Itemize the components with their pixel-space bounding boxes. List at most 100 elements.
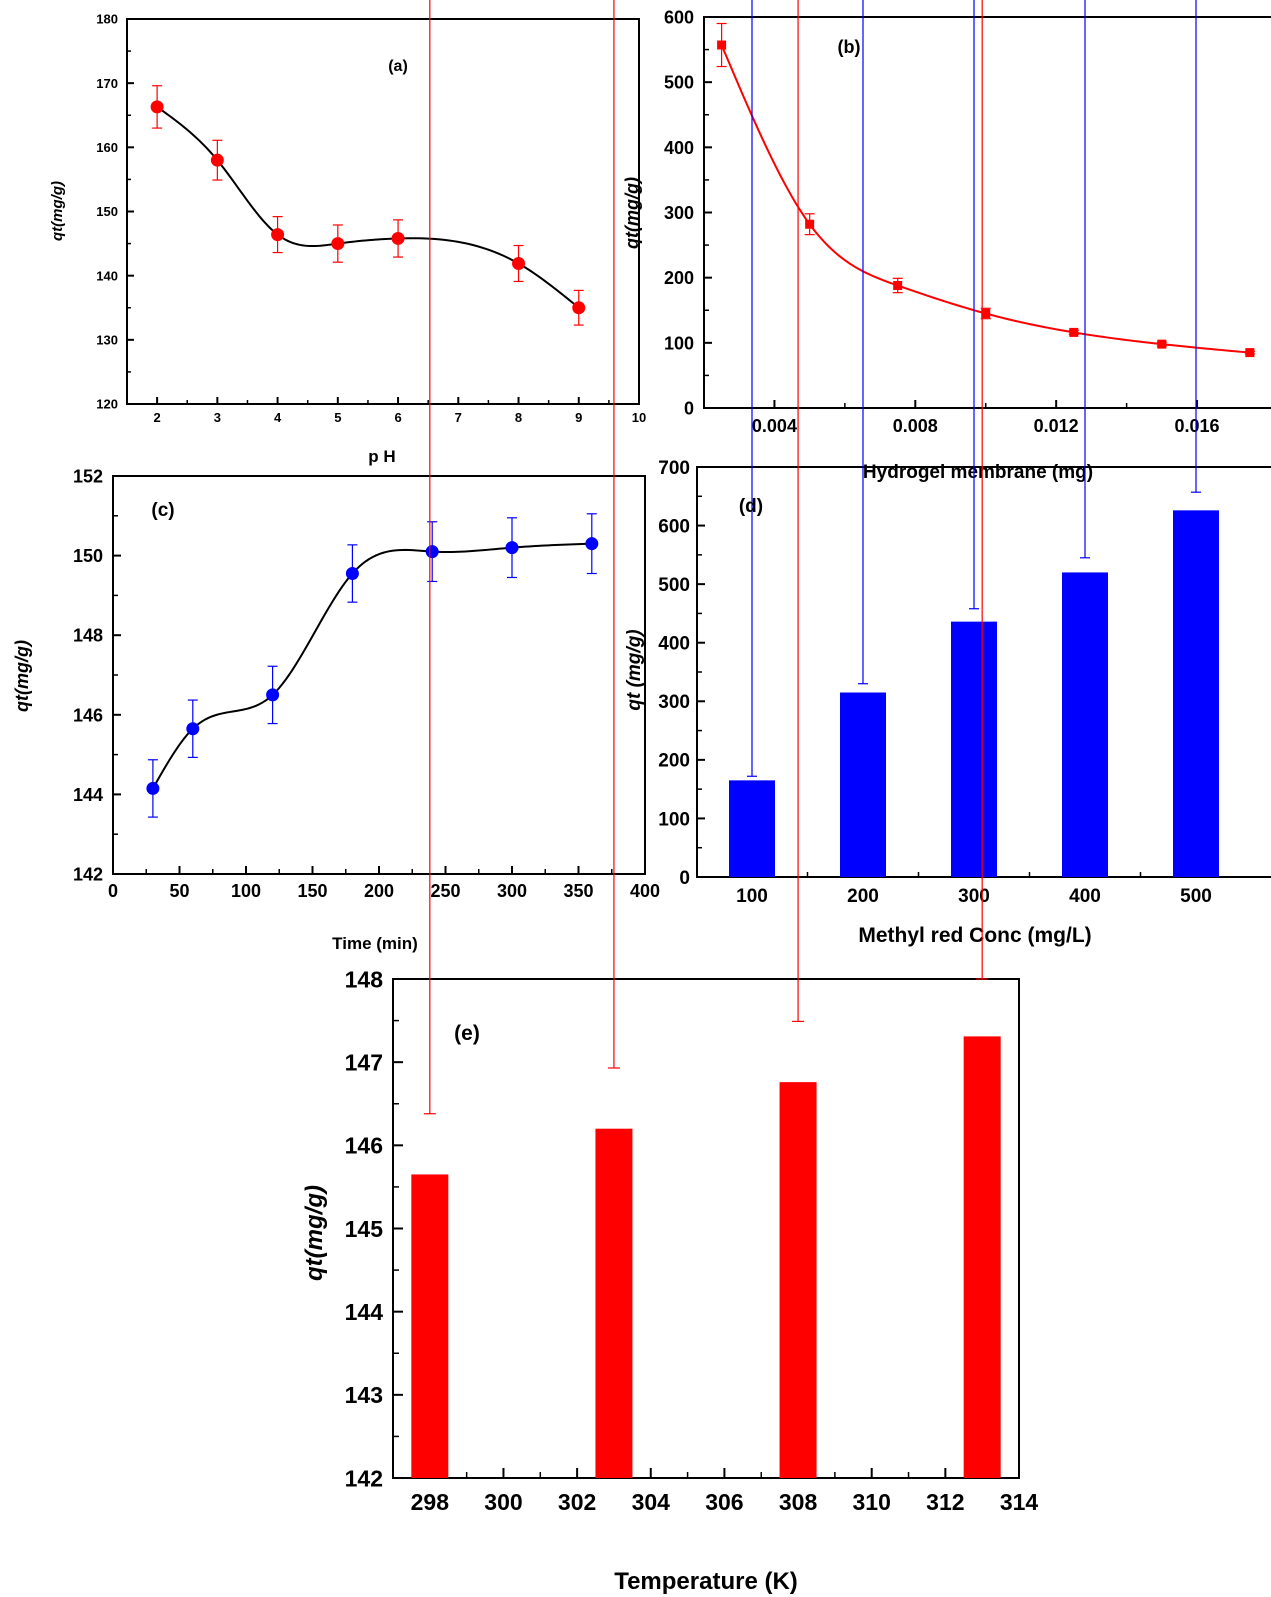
panel-d-error-bar xyxy=(747,0,757,777)
panel-c-fit-curve xyxy=(152,542,592,789)
panel-c-x-tick-label: 50 xyxy=(169,881,189,901)
panel-d-y-tick-label: 400 xyxy=(658,634,690,655)
panel-e-x-tick-label: 298 xyxy=(411,1489,450,1515)
panel-d-bar xyxy=(951,621,997,877)
panel-b-y-axis-label: qt(mg/g) xyxy=(622,177,642,249)
panel-b-data-point xyxy=(717,40,727,50)
panel-e-error-bar xyxy=(976,0,989,980)
panel-b-label: (b) xyxy=(838,37,861,57)
panel-e-x-tick-label: 310 xyxy=(853,1489,891,1515)
panel-b-chart: (b) Hydrogel membrane (mg) qt(mg/g) 0.004 0.… xyxy=(622,7,1271,483)
panel-a-y-axis-label: qt(mg/g) xyxy=(49,181,66,241)
panel-b-y-tick-label: 100 xyxy=(664,333,694,353)
panel-e-y-tick-label: 144 xyxy=(345,1299,384,1325)
panel-c-y-tick-label: 144 xyxy=(73,785,103,805)
panel-e-x-tick-label: 306 xyxy=(705,1489,743,1515)
panel-c-plot-frame xyxy=(112,475,646,875)
panel-d-y-tick-label: 100 xyxy=(658,809,690,830)
panel-c-x-tick-label: 200 xyxy=(364,881,394,901)
panel-b-y-tick-label: 0 xyxy=(684,398,694,418)
panel-c-y-tick-label: 142 xyxy=(73,864,103,884)
panel-c-y-tick-label: 148 xyxy=(73,626,103,646)
panel-d-y-tick-label: 0 xyxy=(679,868,690,889)
panel-e-x-tick-label: 308 xyxy=(779,1489,818,1515)
panel-a-x-tick-label: 3 xyxy=(214,410,221,425)
panel-b-y-tick-label: 200 xyxy=(664,268,694,288)
panel-d-bar xyxy=(840,692,886,877)
panel-b-y-tick-label: 500 xyxy=(664,73,694,93)
panel-d-label: (d) xyxy=(739,496,763,517)
panel-b-x-tick-label: 0.016 xyxy=(1175,416,1220,436)
panel-b-data-point xyxy=(1245,348,1255,358)
panel-c-data-point xyxy=(345,567,359,581)
panel-b-data-point xyxy=(981,309,991,319)
panel-e-x-tick-label: 300 xyxy=(484,1489,522,1515)
panel-e-label: (e) xyxy=(454,1022,480,1045)
panel-c-data-point xyxy=(505,541,519,555)
panel-d-x-tick-label: 300 xyxy=(958,886,990,907)
panel-c-y-tick-label: 152 xyxy=(73,466,103,486)
panel-c-x-tick-label: 400 xyxy=(630,881,660,901)
panel-a-x-axis-label: p H xyxy=(368,447,395,466)
panel-c-x-tick-label: 100 xyxy=(231,881,261,901)
panel-d-y-tick-label: 700 xyxy=(658,458,690,479)
panel-e-x-tick-label: 304 xyxy=(632,1489,671,1515)
panel-a-x-tick-label: 7 xyxy=(455,410,462,425)
panel-d-y-axis-label: qt (mg/g) xyxy=(624,629,645,710)
panel-d-error-bar xyxy=(1080,0,1090,559)
panel-d-y-tick-label: 200 xyxy=(658,751,690,772)
panel-a-fit-curve xyxy=(156,106,580,309)
panel-d-x-tick-label: 500 xyxy=(1180,886,1212,907)
panel-e-y-axis-label: qt(mg/g) xyxy=(301,1185,328,1281)
panel-c-x-tick-label: 350 xyxy=(563,881,593,901)
panel-d-y-tick-label: 300 xyxy=(658,692,690,713)
panel-e-chart: (e) Temperature (K) qt(mg/g) 298 300 302 304 30… xyxy=(301,0,1038,1595)
panel-c-x-tick-label: 250 xyxy=(430,881,460,901)
panel-e-bar xyxy=(411,1174,449,1478)
panel-c-chart: (c) Time (min) qt(mg/g) 0 50 100 150 200 250 300 3… xyxy=(12,466,660,953)
panel-a-x-tick-label: 2 xyxy=(154,410,161,425)
panel-b-y-tick-label: 600 xyxy=(664,7,694,27)
panel-e-y-tick-label: 146 xyxy=(345,1133,383,1159)
panel-a-x-tick-label: 4 xyxy=(274,410,282,425)
panel-e-y-tick-label: 143 xyxy=(345,1382,383,1408)
panel-e-error-bar xyxy=(792,0,805,1023)
panel-d-error-bar xyxy=(1191,0,1201,493)
panel-d-x-tick-label: 200 xyxy=(847,886,879,907)
panel-b-x-tick-label: 0.004 xyxy=(752,416,797,436)
panel-a-y-tick-label: 120 xyxy=(96,397,118,412)
panel-a-data-point xyxy=(512,256,526,270)
panel-b-data-point xyxy=(805,219,815,229)
panel-e-y-tick-label: 142 xyxy=(345,1465,383,1491)
panel-c-data-point xyxy=(146,781,160,795)
panel-a-chart: (a) p H qt(mg/g) 2 3 4 5 6 7 8 9 10 120 130 140 150 160 1… xyxy=(49,12,646,466)
panel-a-data-point xyxy=(150,100,164,114)
panel-b-data-point xyxy=(1157,339,1167,349)
panel-e-x-axis-label: Temperature (K) xyxy=(614,1568,798,1595)
panel-b-x-tick-label: 0.008 xyxy=(893,416,938,436)
panel-b-y-tick-label: 400 xyxy=(664,138,694,158)
panel-d-chart: (d)Methyl red Conc (mg/L)qt (mg/g)010020… xyxy=(624,0,1271,947)
panel-e-x-tick-label: 312 xyxy=(926,1489,964,1515)
panel-c-y-axis-label: qt(mg/g) xyxy=(12,640,32,712)
panel-e-bar xyxy=(779,1082,817,1478)
panel-a-y-tick-label: 150 xyxy=(96,204,118,219)
panel-b-fit-curve xyxy=(720,44,1250,354)
panel-a-data-point xyxy=(271,228,285,242)
panel-c-data-point xyxy=(425,545,439,559)
panel-e-error-bar xyxy=(423,0,436,1115)
panel-a-y-tick-label: 170 xyxy=(96,76,118,91)
panel-b-x-tick-label: 0.012 xyxy=(1034,416,1079,436)
panel-c-x-axis-label: Time (min) xyxy=(332,934,418,953)
panel-a-x-tick-label: 5 xyxy=(334,410,341,425)
panel-b-plot-frame xyxy=(703,16,1271,409)
panel-a-data-point xyxy=(572,301,586,315)
panel-a-x-tick-label: 10 xyxy=(632,410,646,425)
panel-e-y-tick-label: 145 xyxy=(345,1216,384,1242)
panel-e-y-tick-label: 148 xyxy=(345,966,384,992)
panel-d-error-bar xyxy=(969,0,979,610)
panel-e-y-tick-label: 147 xyxy=(345,1049,383,1075)
panel-d-x-tick-label: 100 xyxy=(736,886,768,907)
panel-a-x-tick-label: 9 xyxy=(575,410,582,425)
panel-c-data-point xyxy=(266,688,280,702)
